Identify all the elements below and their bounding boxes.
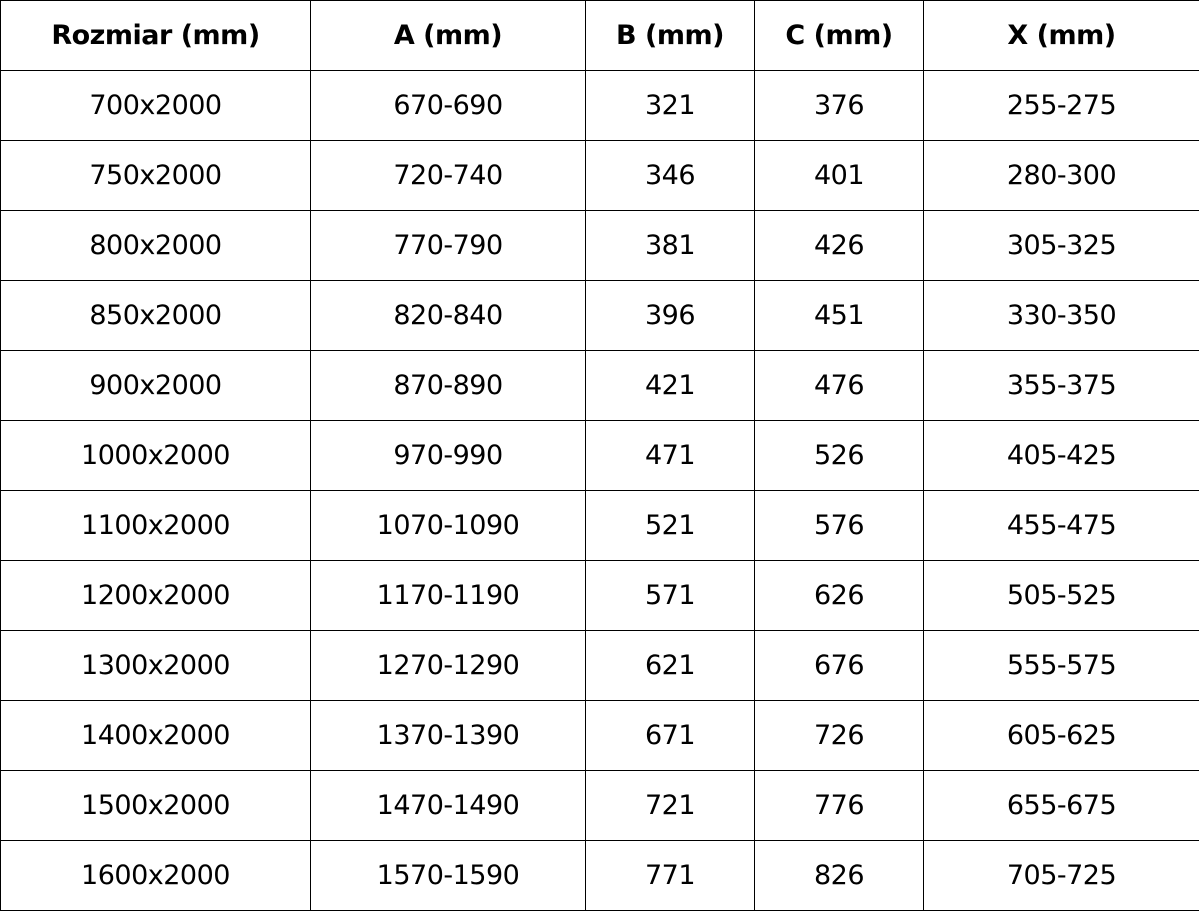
- cell-x: 555-575: [923, 630, 1199, 701]
- column-header-a: A (mm): [310, 0, 586, 71]
- cell-size: 1400x2000: [0, 700, 311, 771]
- cell-c: 426: [754, 210, 924, 281]
- cell-c: 376: [754, 70, 924, 141]
- header-row: Rozmiar (mm) A (mm) B (mm) C (mm) X (mm): [0, 0, 1199, 71]
- cell-a: 870-890: [310, 350, 586, 421]
- cell-b: 471: [585, 420, 755, 491]
- cell-c: 526: [754, 420, 924, 491]
- table-row: 1300x2000 1270-1290 621 676 555-575: [0, 630, 1199, 701]
- column-header-x: X (mm): [923, 0, 1199, 71]
- cell-b: 346: [585, 140, 755, 211]
- cell-a: 1170-1190: [310, 560, 586, 631]
- cell-c: 776: [754, 770, 924, 841]
- cell-size: 1200x2000: [0, 560, 311, 631]
- column-header-b: B (mm): [585, 0, 755, 71]
- table-row: 1400x2000 1370-1390 671 726 605-625: [0, 700, 1199, 771]
- cell-x: 330-350: [923, 280, 1199, 351]
- cell-x: 505-525: [923, 560, 1199, 631]
- table-row: 850x2000 820-840 396 451 330-350: [0, 280, 1199, 351]
- cell-c: 451: [754, 280, 924, 351]
- cell-x: 655-675: [923, 770, 1199, 841]
- cell-x: 305-325: [923, 210, 1199, 281]
- cell-a: 670-690: [310, 70, 586, 141]
- cell-x: 355-375: [923, 350, 1199, 421]
- cell-b: 421: [585, 350, 755, 421]
- cell-c: 576: [754, 490, 924, 561]
- table-row: 1500x2000 1470-1490 721 776 655-675: [0, 770, 1199, 841]
- cell-b: 621: [585, 630, 755, 701]
- cell-x: 280-300: [923, 140, 1199, 211]
- cell-size: 700x2000: [0, 70, 311, 141]
- cell-a: 770-790: [310, 210, 586, 281]
- table-row: 1100x2000 1070-1090 521 576 455-475: [0, 490, 1199, 561]
- cell-x: 705-725: [923, 840, 1199, 911]
- cell-b: 671: [585, 700, 755, 771]
- cell-size: 1100x2000: [0, 490, 311, 561]
- cell-size: 1000x2000: [0, 420, 311, 491]
- cell-c: 626: [754, 560, 924, 631]
- cell-c: 401: [754, 140, 924, 211]
- cell-size: 1300x2000: [0, 630, 311, 701]
- cell-size: 850x2000: [0, 280, 311, 351]
- cell-a: 1270-1290: [310, 630, 586, 701]
- cell-b: 721: [585, 770, 755, 841]
- cell-a: 970-990: [310, 420, 586, 491]
- cell-b: 396: [585, 280, 755, 351]
- cell-b: 771: [585, 840, 755, 911]
- cell-size: 1600x2000: [0, 840, 311, 911]
- column-header-c: C (mm): [754, 0, 924, 71]
- cell-x: 405-425: [923, 420, 1199, 491]
- cell-a: 820-840: [310, 280, 586, 351]
- cell-a: 1470-1490: [310, 770, 586, 841]
- cell-x: 455-475: [923, 490, 1199, 561]
- table-row: 800x2000 770-790 381 426 305-325: [0, 210, 1199, 281]
- cell-b: 571: [585, 560, 755, 631]
- cell-a: 1070-1090: [310, 490, 586, 561]
- table-row: 900x2000 870-890 421 476 355-375: [0, 350, 1199, 421]
- table-row: 750x2000 720-740 346 401 280-300: [0, 140, 1199, 211]
- cell-c: 826: [754, 840, 924, 911]
- cell-size: 900x2000: [0, 350, 311, 421]
- cell-c: 476: [754, 350, 924, 421]
- cell-c: 726: [754, 700, 924, 771]
- cell-b: 521: [585, 490, 755, 561]
- table-row: 700x2000 670-690 321 376 255-275: [0, 70, 1199, 141]
- cell-size: 1500x2000: [0, 770, 311, 841]
- table-row: 1000x2000 970-990 471 526 405-425: [0, 420, 1199, 491]
- cell-b: 381: [585, 210, 755, 281]
- cell-x: 255-275: [923, 70, 1199, 141]
- cell-b: 321: [585, 70, 755, 141]
- table-row: 1200x2000 1170-1190 571 626 505-525: [0, 560, 1199, 631]
- cell-a: 1570-1590: [310, 840, 586, 911]
- cell-x: 605-625: [923, 700, 1199, 771]
- cell-size: 750x2000: [0, 140, 311, 211]
- column-header-size: Rozmiar (mm): [0, 0, 311, 71]
- table-row: 1600x2000 1570-1590 771 826 705-725: [0, 840, 1199, 911]
- cell-a: 720-740: [310, 140, 586, 211]
- cell-a: 1370-1390: [310, 700, 586, 771]
- cell-c: 676: [754, 630, 924, 701]
- cell-size: 800x2000: [0, 210, 311, 281]
